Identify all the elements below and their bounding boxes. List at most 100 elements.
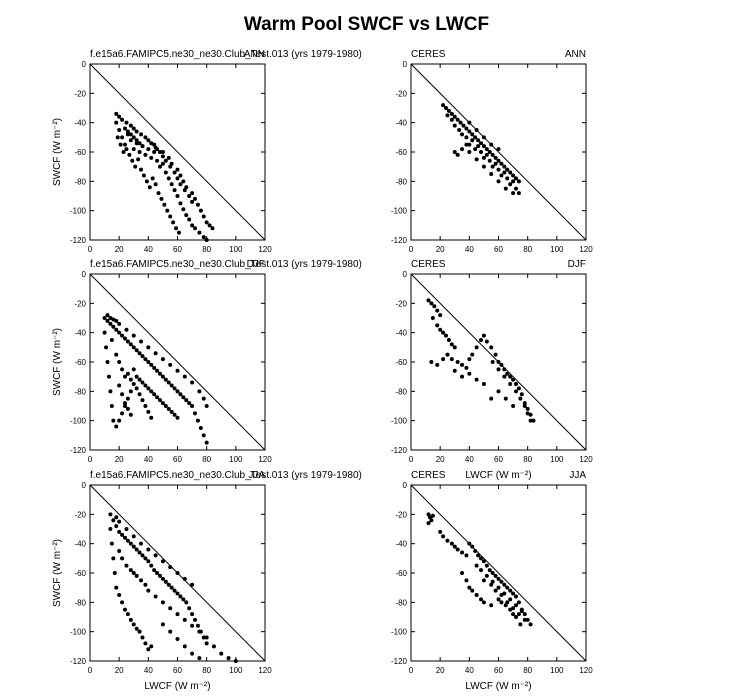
scatter-point <box>452 544 457 549</box>
scatter-point <box>160 622 165 627</box>
scatter-point <box>211 644 216 649</box>
scatter-point <box>435 323 440 328</box>
scatter-point <box>123 126 127 131</box>
scatter-point <box>158 398 162 403</box>
scatter-point <box>479 556 483 561</box>
y-tick-label: -60 <box>395 358 407 367</box>
scatter-point <box>175 167 180 172</box>
scatter-point <box>508 382 513 386</box>
scatter-point <box>496 597 501 602</box>
scatter-point <box>137 351 142 356</box>
scatter-point <box>131 333 136 338</box>
scatter-point <box>131 534 136 539</box>
scatter-point <box>134 129 139 134</box>
x-axis-label: LWCF (W m⁻²) <box>465 681 531 692</box>
scatter-point <box>123 535 127 540</box>
scatter-point <box>134 374 139 379</box>
scatter-point <box>153 553 158 558</box>
scatter-point <box>487 150 492 154</box>
scatter-point <box>435 308 440 313</box>
x-tick-label: 80 <box>523 455 532 464</box>
scatter-point <box>511 404 516 408</box>
scatter-point <box>204 238 209 242</box>
x-tick-label: 120 <box>579 666 593 675</box>
scatter-point <box>197 389 202 394</box>
scatter-point <box>125 129 130 134</box>
scatter-point <box>490 571 495 575</box>
scatter-point <box>522 617 527 622</box>
scatter-point <box>197 629 202 634</box>
reference-line <box>89 63 266 241</box>
scatter-point <box>190 380 195 385</box>
scatter-point <box>446 338 451 342</box>
x-tick-label: 80 <box>202 666 211 675</box>
scatter-point <box>204 404 209 408</box>
scatter-point <box>131 345 136 350</box>
x-tick-label: 0 <box>88 245 93 254</box>
scatter-point <box>153 594 158 599</box>
scatter-points <box>114 111 215 242</box>
scatter-point <box>139 132 144 137</box>
x-tick-label: 100 <box>550 455 564 464</box>
scatter-point <box>197 230 202 235</box>
scatter-point <box>470 588 475 593</box>
x-tick-label: 40 <box>465 455 474 464</box>
scatter-point <box>108 389 113 394</box>
y-tick-label: -40 <box>395 119 407 128</box>
scatter-point <box>136 157 141 162</box>
x-tick-label: 120 <box>258 455 272 464</box>
scatter-point <box>457 128 462 132</box>
x-axis-label: LWCF (W m⁻²) <box>465 470 531 481</box>
scatter-point <box>438 313 443 318</box>
scatter-point <box>168 629 173 634</box>
scatter-point <box>169 585 174 590</box>
scatter-point <box>127 152 132 157</box>
scatter-point <box>168 362 173 367</box>
y-tick-label: -100 <box>70 417 87 426</box>
panel-left-label: f.e15a6.FAMIPC5.ne30_ne30.Club_Test.013 … <box>90 49 362 60</box>
scatter-point <box>518 396 523 401</box>
scatter-point <box>152 365 157 370</box>
scatter-point <box>182 576 187 581</box>
scatter-point <box>123 142 127 147</box>
scatter-point <box>114 327 119 332</box>
scatter-point <box>449 117 454 122</box>
scatter-point <box>474 345 479 350</box>
scatter-point <box>143 152 148 157</box>
scatter-point <box>152 142 157 147</box>
scatter-point <box>522 404 527 408</box>
scatter-panel-3: 0 20 40 60 80 100 120 0 -20 -40 -60 -80 -100 -120 f.e1… <box>52 259 362 464</box>
scatter-point <box>479 141 483 146</box>
scatter-point <box>455 117 460 122</box>
y-tick-label: -20 <box>395 299 407 308</box>
scatter-point <box>474 128 479 132</box>
scatter-point <box>175 389 180 394</box>
scatter-point <box>467 371 472 376</box>
scatter-point <box>508 597 513 602</box>
scatter-point <box>516 612 521 617</box>
x-tick-label: 60 <box>173 666 182 675</box>
scatter-point <box>114 318 119 323</box>
scatter-point <box>155 571 160 575</box>
scatter-point <box>481 333 486 338</box>
scatter-point <box>233 659 238 663</box>
scatter-point <box>134 348 139 353</box>
scatter-point <box>470 132 475 137</box>
y-tick-label: -120 <box>70 236 87 245</box>
scatter-point <box>190 582 195 587</box>
y-tick-label: -20 <box>74 510 86 519</box>
scatter-point <box>455 547 460 552</box>
scatter-point <box>172 588 177 593</box>
scatter-point <box>204 220 209 225</box>
scatter-point <box>160 150 165 154</box>
scatter-point <box>489 172 494 176</box>
scatter-point <box>172 412 177 417</box>
scatter-point <box>470 544 475 549</box>
scatter-point <box>473 135 478 140</box>
scatter-point <box>496 147 501 152</box>
scatter-points <box>426 512 533 627</box>
scatter-point <box>474 377 479 382</box>
scatter-point <box>479 150 483 154</box>
x-tick-label: 120 <box>579 455 593 464</box>
panel-left-label: CERES <box>411 49 446 60</box>
